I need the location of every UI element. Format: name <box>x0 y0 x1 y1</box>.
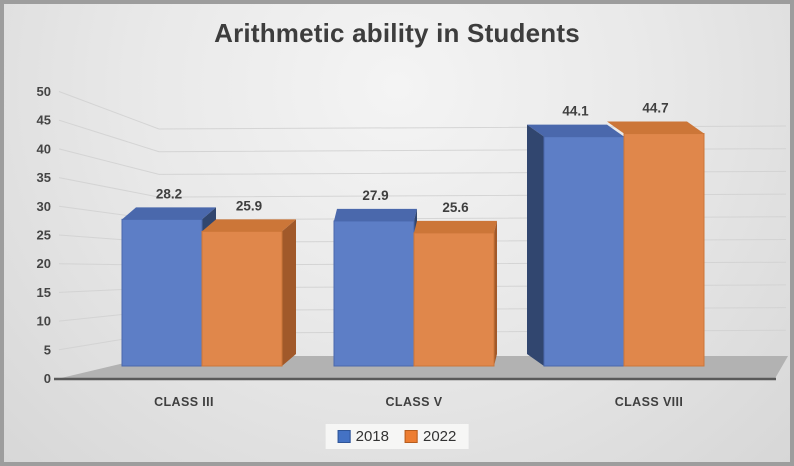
y-axis-tick-label: 40 <box>37 141 51 156</box>
bar-side-2022-class-v[interactable] <box>494 220 497 366</box>
bar-side-2022-class-iii[interactable] <box>282 219 296 366</box>
x-axis-category-label: CLASS III <box>154 395 214 409</box>
y-axis-tick-label: 0 <box>44 371 51 386</box>
bar-data-label: 25.9 <box>236 198 262 213</box>
y-axis-tick-label: 35 <box>37 170 51 185</box>
bar-top-2018-class-viii[interactable] <box>527 124 624 137</box>
bar-top-2018-class-v[interactable] <box>334 208 417 221</box>
legend-item-2018[interactable]: 2018 <box>337 428 389 445</box>
bar-2022-class-v[interactable] <box>413 232 495 367</box>
y-axis-tick-label: 50 <box>37 84 51 99</box>
bar-2018-class-iii[interactable] <box>121 218 203 367</box>
y-axis-tick-label: 10 <box>37 314 51 329</box>
y-axis-tick-label: 5 <box>44 342 51 357</box>
y-axis-tick-label: 15 <box>37 285 51 300</box>
bar-2022-class-iii[interactable] <box>201 230 283 367</box>
bar-data-label: 28.2 <box>156 186 182 201</box>
bar-data-label: 44.7 <box>642 101 668 116</box>
chart-title[interactable]: Arithmetic ability in Students <box>214 18 580 48</box>
bar-top-2022-class-viii[interactable] <box>607 121 704 134</box>
y-axis-tick-label: 45 <box>37 113 51 128</box>
bar-data-label: 44.1 <box>562 104 589 119</box>
legend-color-swatch-2022 <box>405 430 418 443</box>
y-axis-tick-label: 30 <box>37 199 51 214</box>
legend-item-2022[interactable]: 2022 <box>405 428 456 445</box>
bar-side-2018-class-viii[interactable] <box>527 124 544 367</box>
bar-data-label: 25.6 <box>442 200 469 215</box>
legend-label: 2022 <box>423 428 457 445</box>
bar-top-2018-class-iii[interactable] <box>122 207 216 220</box>
bar-top-2022-class-v[interactable] <box>414 220 497 233</box>
chart-plot: 28.2 25.9 27.9 25.6 44.1 44.7 0 5 10 15 20 25 30 35 40… <box>37 84 788 409</box>
bar-2018-class-v[interactable] <box>333 220 415 367</box>
y-axis-tick-label: 20 <box>37 256 51 271</box>
x-axis-category-label: CLASS V <box>386 395 443 409</box>
y-axis-tick-label: 25 <box>37 228 51 243</box>
legend[interactable]: 2018 2022 <box>325 424 469 449</box>
legend-color-swatch-2018 <box>337 430 351 443</box>
bar-data-label: 27.9 <box>362 188 388 203</box>
bar-2018-class-viii[interactable] <box>543 136 625 367</box>
bar-2022-class-viii[interactable] <box>623 133 705 367</box>
bar-top-2022-class-iii[interactable] <box>202 219 296 232</box>
legend-label: 2018 <box>355 428 389 445</box>
x-axis-category-label: CLASS VIII <box>615 395 684 409</box>
